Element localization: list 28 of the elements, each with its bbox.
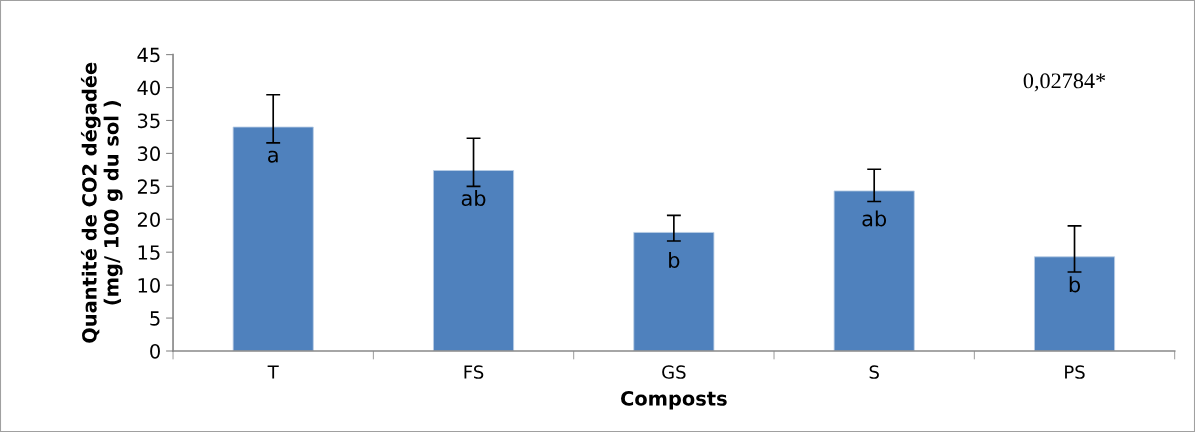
x-tick-label: S bbox=[869, 365, 879, 379]
y-axis-title: Quantité de CO2 dégadée (mg/ 100 g du sol ) bbox=[80, 62, 123, 343]
data-label: a bbox=[268, 150, 278, 163]
y-tick-label: 40 bbox=[137, 80, 160, 96]
y-tick-label: 0 bbox=[150, 343, 160, 359]
x-tick-label: PS bbox=[1065, 365, 1085, 379]
bar bbox=[232, 126, 314, 351]
data-label: ab bbox=[461, 189, 486, 207]
bar bbox=[633, 232, 715, 351]
x-tick-label: GS bbox=[662, 365, 686, 379]
y-tick-label: 15 bbox=[138, 245, 160, 260]
bar bbox=[433, 170, 515, 351]
y-tick-label: 5 bbox=[150, 311, 160, 326]
y-tick-label: 25 bbox=[137, 179, 160, 194]
annotation: 0,02784* bbox=[1023, 73, 1106, 92]
data-label: b bbox=[1069, 276, 1080, 293]
data-label: b bbox=[669, 251, 680, 269]
bar bbox=[1034, 256, 1116, 351]
x-axis-title: Composts bbox=[621, 391, 727, 410]
y-tick-label: 30 bbox=[137, 146, 160, 162]
x-tick-label: FS bbox=[464, 365, 484, 379]
bar bbox=[833, 190, 915, 351]
y-tick-label: 45 bbox=[137, 47, 160, 63]
x-tick-label: T bbox=[267, 365, 279, 379]
y-tick-label: 35 bbox=[137, 113, 160, 129]
y-tick-label: 20 bbox=[137, 212, 160, 227]
y-tick-label: 10 bbox=[138, 278, 160, 293]
data-label: ab bbox=[862, 210, 887, 227]
